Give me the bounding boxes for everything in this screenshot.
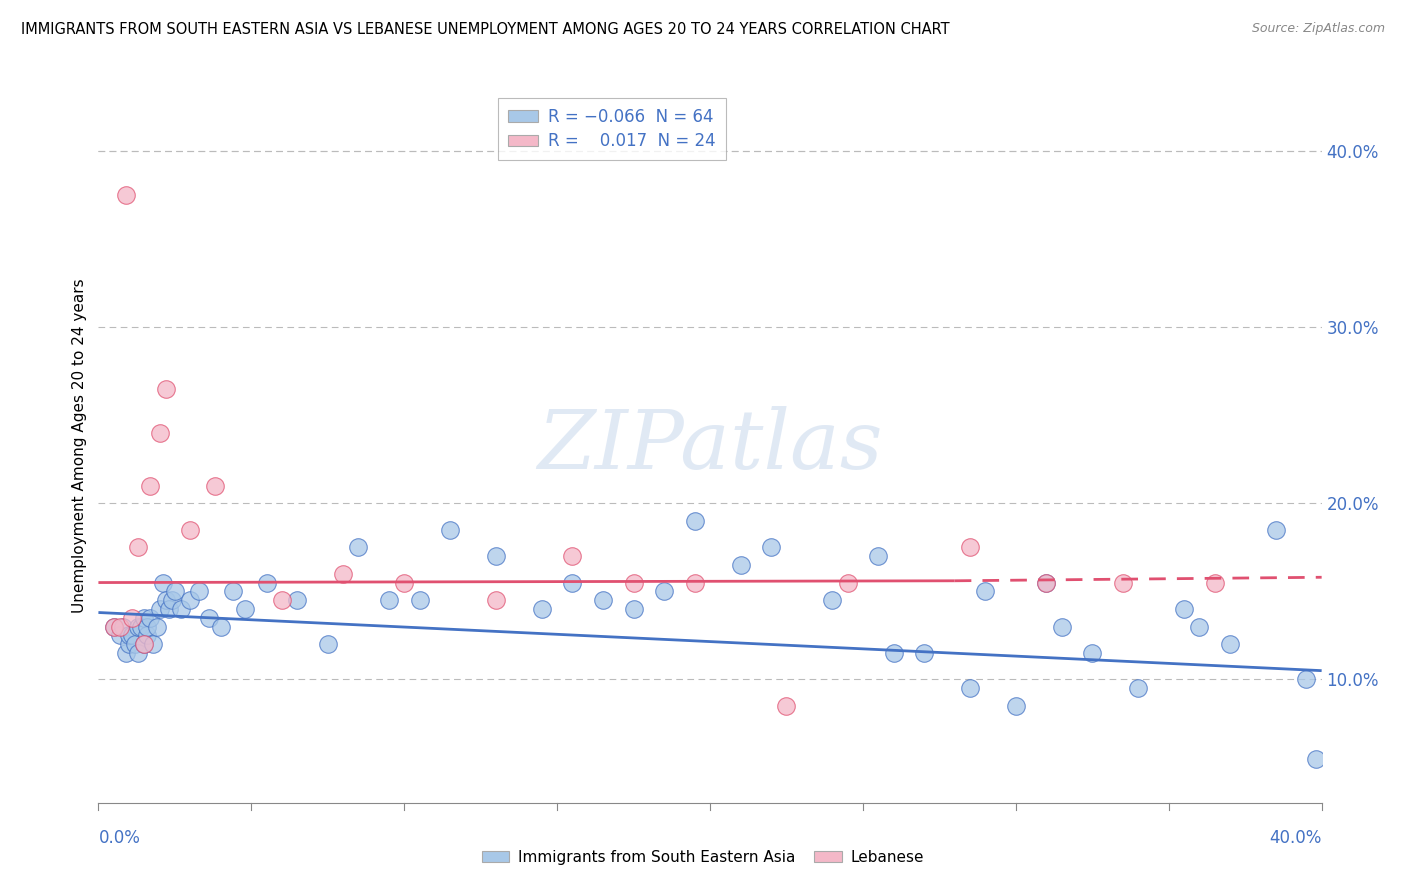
Point <box>157 602 180 616</box>
Point <box>1112 575 1135 590</box>
Text: Source: ZipAtlas.com: Source: ZipAtlas.com <box>1251 22 1385 36</box>
Point <box>127 646 149 660</box>
Point <box>139 478 162 492</box>
Point <box>1204 575 1226 590</box>
Point <box>912 646 935 660</box>
Point <box>111 619 134 633</box>
Point <box>149 425 172 440</box>
Point <box>530 602 553 616</box>
Point <box>134 637 156 651</box>
Text: IMMIGRANTS FROM SOUTH EASTERN ASIA VS LEBANESE UNEMPLOYMENT AMONG AGES 20 TO 24 : IMMIGRANTS FROM SOUTH EASTERN ASIA VS LE… <box>21 22 949 37</box>
Point <box>408 593 430 607</box>
Point <box>378 593 401 607</box>
Point <box>347 541 370 555</box>
Point <box>974 584 997 599</box>
Point <box>197 611 219 625</box>
Point <box>127 619 149 633</box>
Point <box>233 602 256 616</box>
Point <box>124 637 146 651</box>
Point <box>775 698 797 713</box>
Point <box>1295 673 1317 687</box>
Point <box>188 584 211 599</box>
Point <box>155 382 177 396</box>
Point <box>121 628 143 642</box>
Point <box>439 523 461 537</box>
Point <box>1219 637 1241 651</box>
Point <box>1035 575 1057 590</box>
Point <box>1305 752 1327 766</box>
Point <box>883 646 905 660</box>
Point <box>103 619 125 633</box>
Point <box>730 558 752 572</box>
Point <box>142 637 165 651</box>
Point <box>1035 575 1057 590</box>
Point <box>118 628 141 642</box>
Point <box>821 593 844 607</box>
Point <box>332 566 354 581</box>
Point <box>136 619 159 633</box>
Point <box>1173 602 1195 616</box>
Point <box>145 619 167 633</box>
Point <box>108 619 131 633</box>
Y-axis label: Unemployment Among Ages 20 to 24 years: Unemployment Among Ages 20 to 24 years <box>72 278 87 614</box>
Point <box>209 619 232 633</box>
Point <box>1081 646 1104 660</box>
Point <box>623 575 645 590</box>
Point <box>222 584 245 599</box>
Point <box>160 593 183 607</box>
Point <box>561 549 583 563</box>
Point <box>683 575 706 590</box>
Text: 40.0%: 40.0% <box>1270 830 1322 847</box>
Point <box>485 549 508 563</box>
Point <box>868 549 890 563</box>
Point <box>103 619 125 633</box>
Point <box>959 681 981 696</box>
Point <box>155 593 177 607</box>
Point <box>959 541 981 555</box>
Point <box>1050 619 1073 633</box>
Point <box>285 593 308 607</box>
Point <box>592 593 614 607</box>
Point <box>134 611 156 625</box>
Point <box>149 602 172 616</box>
Legend: Immigrants from South Eastern Asia, Lebanese: Immigrants from South Eastern Asia, Leba… <box>475 844 931 871</box>
Point <box>1128 681 1150 696</box>
Point <box>561 575 583 590</box>
Point <box>392 575 416 590</box>
Point <box>179 523 201 537</box>
Text: 0.0%: 0.0% <box>98 830 141 847</box>
Point <box>256 575 278 590</box>
Point <box>1188 619 1211 633</box>
Point <box>129 619 152 633</box>
Point <box>152 575 174 590</box>
Point <box>652 584 675 599</box>
Point <box>108 628 131 642</box>
Point <box>683 514 706 528</box>
Point <box>170 602 193 616</box>
Point <box>139 611 162 625</box>
Point <box>179 593 201 607</box>
Point <box>136 628 159 642</box>
Point <box>837 575 859 590</box>
Point <box>1004 698 1026 713</box>
Point <box>121 611 143 625</box>
Point <box>1264 523 1286 537</box>
Point <box>759 541 782 555</box>
Point <box>134 637 156 651</box>
Point <box>115 646 138 660</box>
Point <box>127 541 149 555</box>
Point <box>623 602 645 616</box>
Point <box>204 478 226 492</box>
Point <box>115 188 138 202</box>
Legend: R = −0.066  N = 64, R =    0.017  N = 24: R = −0.066 N = 64, R = 0.017 N = 24 <box>498 97 725 161</box>
Point <box>316 637 339 651</box>
Point <box>270 593 292 607</box>
Point <box>118 637 141 651</box>
Point <box>485 593 508 607</box>
Text: ZIPatlas: ZIPatlas <box>537 406 883 486</box>
Point <box>163 584 186 599</box>
